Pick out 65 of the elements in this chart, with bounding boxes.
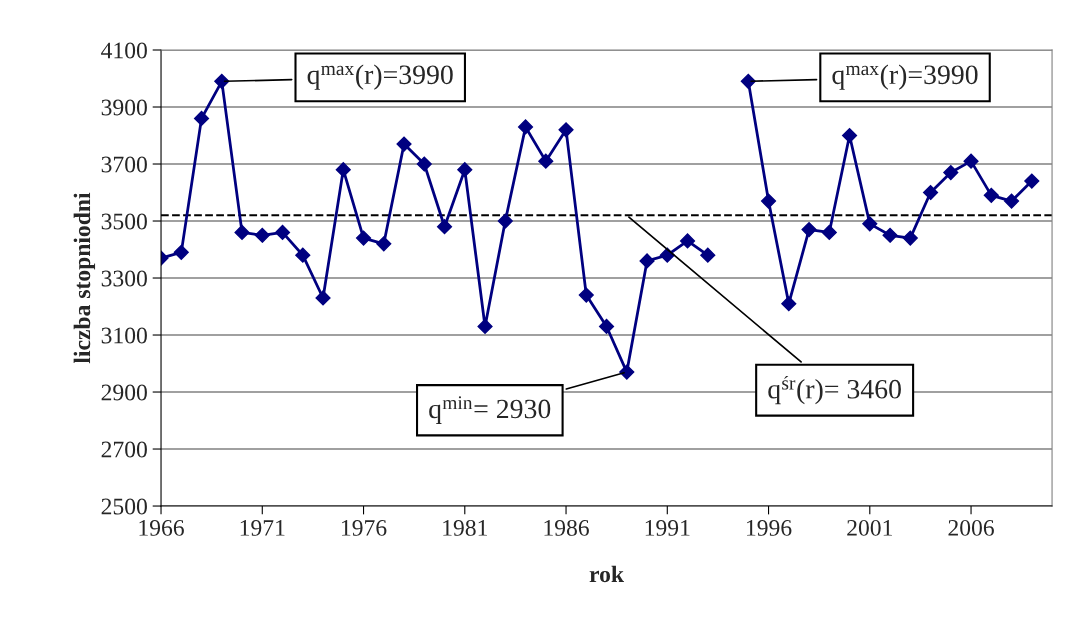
point [173, 244, 189, 260]
point [477, 318, 493, 335]
point [274, 224, 291, 240]
x-tick-label: 2001 [847, 519, 892, 536]
point [760, 193, 777, 209]
point [1024, 173, 1040, 189]
point [882, 227, 898, 243]
point [295, 247, 311, 263]
annotation: q$^{min}$= 2930 [429, 396, 551, 424]
point [436, 219, 453, 235]
point [963, 153, 979, 169]
y-axis-title: liczba stopniodni [73, 192, 96, 364]
annotation: q$^{max}$(r)=3990 [832, 64, 978, 90]
y-tick-label: 3500 [101, 213, 147, 230]
x-axis-title: rok [589, 565, 625, 583]
x-tick-label: 1996 [747, 519, 792, 536]
point [639, 253, 655, 269]
y-tick-label: 4100 [101, 42, 147, 59]
point [943, 164, 959, 181]
point [355, 230, 372, 246]
point [254, 227, 270, 243]
x-tick-label: 1986 [544, 519, 589, 536]
point [416, 156, 432, 172]
x-tick-label: 2006 [948, 519, 994, 536]
point [558, 122, 574, 138]
point [983, 187, 999, 203]
x-tick-label: 1976 [342, 519, 387, 536]
y-tick-label: 2500 [101, 498, 147, 515]
point [619, 364, 635, 380]
point [538, 153, 554, 169]
point [740, 73, 756, 89]
y-tick-label: 3100 [101, 327, 147, 344]
annotation: q$^{max}$(r)=3990 [307, 64, 453, 90]
point [902, 230, 918, 246]
point [457, 162, 473, 178]
y-tick-label: 2700 [101, 441, 147, 458]
point [396, 136, 412, 152]
y-tick-label: 2900 [101, 384, 147, 401]
point [234, 224, 250, 240]
x-tick-label: 1966 [139, 519, 184, 536]
y-tick-label: 3300 [101, 270, 147, 287]
point [517, 119, 534, 135]
point [781, 296, 797, 312]
point [578, 287, 594, 303]
x-tick-label: 1981 [443, 519, 487, 536]
point [922, 184, 939, 201]
point [862, 216, 878, 232]
x-tick-label: 1971 [240, 519, 285, 536]
point [335, 162, 351, 178]
point [497, 213, 513, 229]
x-tick-label: 1991 [645, 519, 690, 536]
point [598, 318, 615, 335]
annotation: q$^{śr}$(r)= 3460 [768, 375, 901, 405]
point [1003, 193, 1020, 209]
point [821, 224, 837, 240]
point [376, 236, 392, 252]
point [700, 247, 716, 263]
point [193, 110, 210, 126]
point [801, 221, 817, 238]
point [214, 73, 230, 89]
y-tick-label: 3700 [101, 156, 147, 173]
point [315, 290, 331, 306]
point [841, 127, 858, 144]
point [679, 233, 696, 249]
y-tick-label: 3900 [101, 99, 147, 116]
